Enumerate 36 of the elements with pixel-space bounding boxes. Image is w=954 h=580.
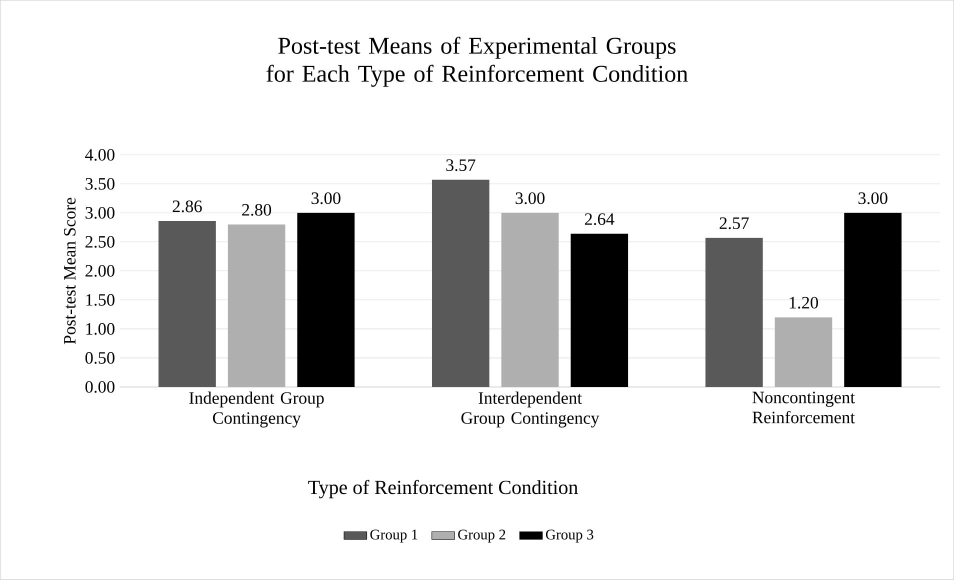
bar xyxy=(844,212,902,388)
y-tick-label: 0.00 xyxy=(85,381,114,393)
bar xyxy=(228,224,286,388)
data-label: 3.00 xyxy=(312,192,340,204)
bar xyxy=(501,212,559,388)
y-tick-label: 0.50 xyxy=(85,352,114,364)
x-tick-label: Interdependent Group Contingency xyxy=(461,392,600,428)
x-tick-label: Noncontingent Reinforcement xyxy=(752,392,855,424)
bar xyxy=(570,234,628,388)
y-axis-title: Post-test Mean Score xyxy=(64,198,76,344)
legend-label: Group 1 xyxy=(370,530,418,543)
data-label: 3.57 xyxy=(446,159,476,172)
y-tick-label: 2.00 xyxy=(86,265,114,277)
y-tick-label: 3.50 xyxy=(86,178,114,190)
data-label: 3.00 xyxy=(516,192,545,204)
y-tick-label: 1.50 xyxy=(86,294,114,306)
y-tick-label: 4.00 xyxy=(85,149,114,161)
bar xyxy=(297,212,355,388)
data-label: 1.20 xyxy=(790,296,818,309)
bar xyxy=(705,238,763,388)
y-tick-label: 1.00 xyxy=(86,323,114,335)
bar xyxy=(432,180,490,388)
y-tick-label: 2.50 xyxy=(86,236,114,248)
data-label: 2.86 xyxy=(172,200,202,212)
legend-label: Group 3 xyxy=(546,530,594,543)
x-axis-title: Type of Reinforcement Condition xyxy=(308,480,578,498)
data-label: 2.64 xyxy=(584,213,614,226)
data-label: 3.00 xyxy=(858,192,888,204)
data-label: 2.80 xyxy=(242,204,272,216)
legend-label: Group 2 xyxy=(458,530,506,543)
data-label: 2.57 xyxy=(720,217,749,230)
bar xyxy=(158,221,216,388)
y-tick-label: 3.00 xyxy=(86,207,114,219)
x-tick-label: Independent Group Contingency xyxy=(189,392,324,428)
chart-title: Post-test Means of Experimental Groups for Each Type of Reinforcement Condition xyxy=(266,36,688,87)
bar xyxy=(774,317,832,388)
